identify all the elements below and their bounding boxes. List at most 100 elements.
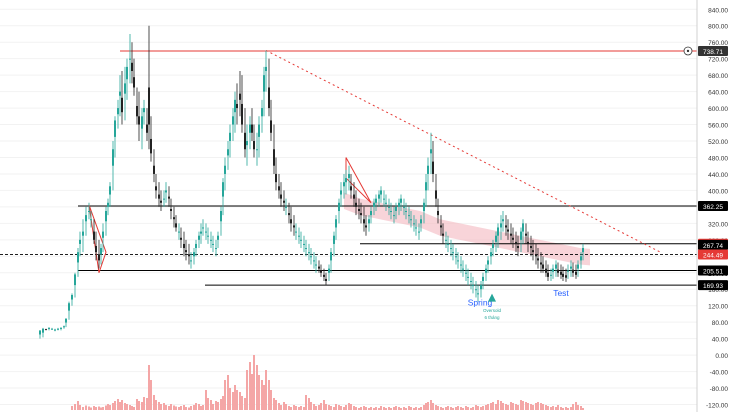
- candle-body: [263, 75, 265, 92]
- crosshair-icon: [683, 46, 693, 56]
- volume-bar: [318, 405, 320, 410]
- candle-body: [74, 274, 76, 286]
- candle-body: [133, 77, 135, 88]
- volume-bar: [190, 406, 192, 410]
- candle-body: [340, 190, 342, 195]
- candle-body: [333, 235, 335, 244]
- volume-bar: [393, 407, 395, 410]
- volume-bar: [117, 399, 119, 410]
- volume-bar: [432, 403, 434, 410]
- volume-bar: [525, 402, 527, 410]
- candle-body: [173, 217, 175, 220]
- volume-bar: [325, 404, 327, 410]
- volume-bar: [485, 405, 487, 410]
- candle-body: [158, 194, 160, 199]
- volume-bar: [395, 406, 397, 410]
- volume-bar: [202, 405, 204, 410]
- candle-body: [293, 225, 295, 228]
- volume-bar: [170, 404, 172, 410]
- volume-bar: [90, 407, 92, 410]
- volume-bar: [577, 405, 579, 410]
- candle-body: [373, 202, 375, 207]
- volume-bar: [180, 406, 182, 410]
- volume-bar: [210, 400, 212, 410]
- price-tag: [698, 280, 728, 291]
- candle-body: [63, 326, 65, 328]
- candle-body: [310, 256, 312, 258]
- volume-bar: [442, 408, 444, 410]
- volume-bar: [430, 400, 432, 410]
- volume-bar: [293, 405, 295, 410]
- candle-body: [497, 227, 499, 236]
- candle-body: [278, 186, 280, 191]
- candle-body: [400, 198, 402, 203]
- candle-body: [350, 186, 352, 191]
- candle-body: [517, 245, 519, 249]
- annotation-months: 6 tháng: [484, 315, 500, 320]
- candle-body: [313, 260, 315, 262]
- candle-body: [450, 248, 452, 250]
- candle-body: [470, 280, 472, 282]
- volume-bar: [537, 402, 539, 410]
- candle-body: [138, 116, 140, 125]
- volume-bar: [348, 403, 350, 410]
- volume-bar: [358, 408, 360, 410]
- candle-body: [388, 206, 390, 208]
- price-tag-label: 205.51: [703, 268, 723, 275]
- y-tick-label: 400.00: [708, 188, 728, 195]
- candle-body: [480, 285, 482, 290]
- price-tag: [698, 249, 728, 260]
- volume-bar: [375, 407, 377, 410]
- candle-body: [410, 219, 412, 221]
- volume-bar: [160, 404, 162, 410]
- y-tick-label: 760.00: [708, 40, 728, 47]
- volume-bar: [138, 401, 140, 410]
- y-tick-label: 800.00: [708, 24, 728, 31]
- volume-bar: [168, 406, 170, 410]
- y-tick-label: -120.00: [706, 403, 728, 410]
- candle-body: [114, 120, 116, 137]
- candle-body: [105, 211, 107, 222]
- volume-bar: [355, 407, 357, 410]
- volume-bar: [234, 385, 236, 410]
- candle-body: [472, 285, 474, 287]
- volume-bar: [285, 404, 287, 410]
- volume-bar: [119, 402, 121, 410]
- candle-body: [217, 235, 219, 240]
- candle-body: [520, 231, 522, 240]
- volume-bar: [535, 403, 537, 410]
- volume-bar: [222, 396, 224, 410]
- candle-body: [398, 202, 400, 207]
- candle-body: [283, 200, 285, 203]
- volume-bar: [542, 404, 544, 410]
- volume-bar: [143, 397, 145, 410]
- candle-body: [365, 225, 367, 228]
- candle-body: [239, 93, 241, 100]
- volume-bar: [408, 406, 410, 410]
- y-tick-label: 840.00: [708, 7, 728, 14]
- candle-body: [445, 239, 447, 241]
- volume-bar: [246, 370, 248, 410]
- candle-body: [390, 211, 392, 213]
- candle-body: [141, 116, 143, 129]
- candle-body: [505, 225, 507, 228]
- candle-body: [93, 231, 95, 240]
- price-levels: [0, 50, 697, 286]
- volume-bar: [333, 407, 335, 410]
- volume-bar: [121, 400, 123, 410]
- candle-body: [393, 215, 395, 217]
- candle-body: [85, 215, 87, 222]
- volume-bar: [418, 408, 420, 410]
- volume-bar: [71, 406, 73, 410]
- candle-body: [413, 223, 415, 225]
- candle-body: [562, 273, 564, 277]
- candle-body: [42, 328, 44, 333]
- volume-bar: [217, 402, 219, 410]
- candle-body: [370, 211, 372, 216]
- volume-bar: [547, 406, 549, 410]
- volume-bar: [480, 407, 482, 410]
- candle-body: [98, 254, 100, 261]
- y-tick-label: 480.00: [708, 155, 728, 162]
- candle-body: [129, 58, 131, 60]
- candle-body: [285, 206, 287, 208]
